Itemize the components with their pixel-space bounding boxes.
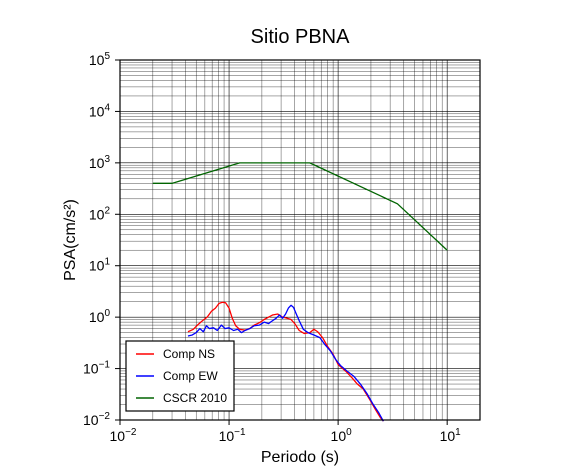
x-axis-label: Periodo (s): [261, 449, 339, 466]
series-line-2: [152, 162, 448, 251]
plot-frame: [119, 59, 481, 421]
legend-label-2: CSCR 2010: [163, 391, 227, 405]
legend-label-0: Comp NS: [163, 347, 215, 361]
series-layer: [152, 162, 448, 422]
x-tick-label: 101: [440, 427, 462, 444]
y-tick-label: 100: [89, 308, 111, 325]
y-axis-label: PSA(cm/s²): [62, 199, 79, 281]
y-tick-label: 102: [89, 205, 111, 222]
series-line-0: [187, 301, 384, 422]
y-tick-label: 101: [89, 257, 111, 274]
x-tick-label: 100: [331, 427, 353, 444]
y-tick-label: 105: [89, 51, 111, 68]
legend: Comp NS Comp EW CSCR 2010: [125, 340, 235, 412]
y-tick-label: 104: [89, 102, 111, 119]
y-tick-label: 10−2: [83, 411, 110, 428]
y-tick-label: 103: [89, 154, 111, 171]
ticks: 10−2 10−1 100 101 10−2 10−1 100 101 102 103 104 105: [83, 51, 461, 444]
legend-label-1: Comp EW: [163, 369, 218, 383]
chart-title: Sitio PBNA: [251, 26, 351, 48]
x-tick-label: 10−2: [110, 427, 137, 444]
y-tick-label: 10−1: [83, 360, 110, 377]
series-line-1: [187, 304, 384, 422]
x-tick-label: 10−1: [219, 427, 246, 444]
